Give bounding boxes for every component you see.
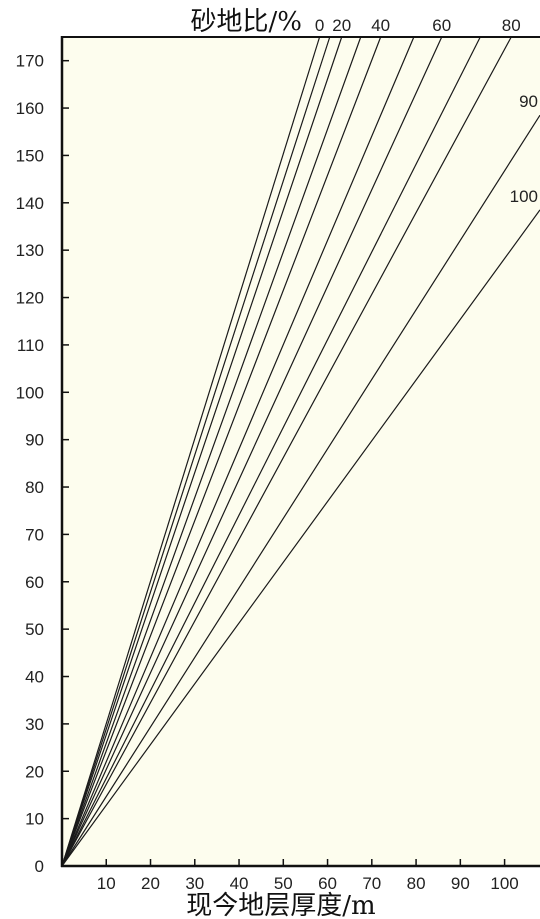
y-tick-label: 50 [25,620,44,639]
series-label: 60 [432,16,451,35]
y-tick-label: 110 [17,336,44,355]
x-tick-label: 100 [490,874,518,893]
series-line-4 [61,36,382,867]
x-tick-label: 50 [274,874,293,893]
series-line-5 [61,36,415,867]
tick-labels: 0 10 20 30 40 50 60 70 80 90 100 110 120 130 140 150 160… [16,52,519,893]
x-axis-label: 现今地层厚度/m [186,891,375,919]
series-label: 40 [371,16,390,35]
series-line-1 [61,36,331,867]
x-tick-label: 10 [97,874,116,893]
series-line-8 [61,36,512,867]
x-tick-label: 90 [451,874,470,893]
y-tick-label: 130 [16,241,44,260]
series-lines [61,36,540,867]
series-line-2 [61,36,343,867]
y-tick-label: 140 [16,194,44,213]
x-tick-label: 40 [230,874,249,893]
y-tick-label: 20 [25,762,44,781]
series-line-7 [61,36,481,867]
x-tick-label: 60 [318,874,337,893]
series-line-6 [61,36,443,867]
y-tick-label: 90 [25,431,44,450]
series-label: 100 [510,187,538,206]
plot-background [62,37,540,866]
x-tick-label: 20 [141,874,160,893]
y-tick-label: 30 [25,715,44,734]
y-tick-label: 160 [16,99,44,118]
y-tick-label: 10 [25,810,44,829]
y-tick-label: 70 [25,525,44,544]
series-label: 0 [315,16,324,35]
series-line-0 [61,36,321,867]
series-label: 80 [502,16,521,35]
chart-title: 砂地比/% [191,7,302,37]
x-tick-label: 80 [407,874,426,893]
y-tick-label: 80 [25,478,44,497]
y-tick-label: 120 [16,289,44,308]
x-tick-label: 30 [185,874,204,893]
y-tick-label: 170 [16,52,44,71]
series-line-10 [61,209,540,867]
series-label: 20 [332,16,351,35]
series-labels: 0 20 40 60 80 90 100 [315,16,538,206]
y-tick-label: 150 [16,146,44,165]
series-label: 90 [519,92,538,111]
y-tick-label: 0 [35,857,44,876]
y-tick-label: 100 [16,383,44,402]
y-tick-label: 40 [25,668,44,687]
series-line-9 [61,114,540,867]
y-tick-label: 60 [25,573,44,592]
series-line-3 [61,36,362,867]
x-tick-label: 70 [362,874,381,893]
